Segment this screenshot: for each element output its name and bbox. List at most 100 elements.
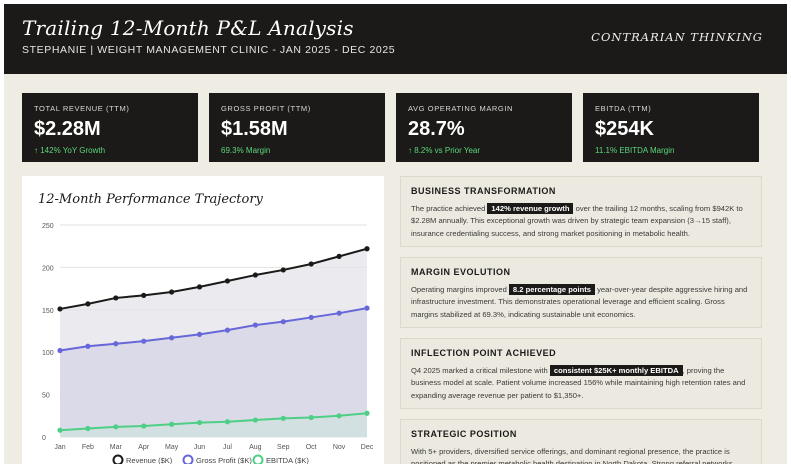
panel-text: , proving the business model at scale. P… (411, 366, 746, 400)
series-line (59, 307, 368, 352)
series-line (59, 412, 368, 432)
kpi-card-gross-profit: Gross Profit (TTM) $1.58M 69.3% Margin (209, 93, 385, 162)
y-tick-label: 50 (42, 393, 50, 400)
legend-label: EBITDA ($K) (266, 456, 309, 464)
x-tick-label: Jan (54, 444, 65, 451)
kpi-delta: 69.3% Margin (221, 146, 271, 155)
kpi-value: $254K (595, 118, 654, 140)
kpi-label: Total Revenue (TTM) (34, 104, 130, 113)
legend-label: Gross Profit ($K) (196, 456, 252, 464)
series-area (60, 413, 367, 437)
legend-marker (252, 454, 264, 464)
kpi-card-operating-margin: Avg Operating Margin 28.7% ↑ 8.2% vs Pri… (396, 93, 572, 162)
panel-text: The practice achieved (411, 204, 488, 213)
x-tick-label: Apr (138, 444, 150, 451)
kpi-label: Avg Operating Margin (408, 104, 514, 113)
x-tick-label: Oct (306, 444, 317, 451)
data-point (224, 278, 231, 284)
data-point (364, 246, 370, 252)
x-tick-label: Jul (223, 444, 232, 451)
y-tick-label: 250 (42, 223, 54, 230)
data-point (196, 331, 203, 337)
data-point (280, 415, 286, 421)
y-tick-label: 100 (42, 350, 54, 357)
data-point (57, 427, 63, 433)
data-point (308, 414, 314, 421)
data-point (85, 425, 91, 432)
panel-inflection-point: Inflection Point Achieved Q4 2025 marked… (400, 338, 762, 409)
x-tick-label: Jun (194, 444, 205, 451)
x-tick-label: Sep (277, 444, 290, 451)
kpi-card-total-revenue: Total Revenue (TTM) $2.28M ↑ 142% YoY Gr… (22, 93, 198, 162)
y-tick-label: 0 (42, 435, 46, 442)
data-point (336, 253, 342, 259)
kpi-value: 28.7% (408, 118, 465, 140)
data-point (308, 261, 314, 267)
panel-text: year-over-year despite aggressive hiring… (411, 285, 748, 319)
data-point (252, 272, 258, 278)
data-point (364, 305, 370, 311)
data-point (224, 419, 231, 425)
panel-title: Business Transformation (411, 186, 556, 196)
legend-label: Revenue ($K) (126, 456, 173, 464)
page-subtitle: STEPHANIE | WEIGHT MANAGEMENT CLINIC - J… (22, 44, 396, 56)
data-point (169, 335, 175, 341)
data-point (57, 306, 63, 312)
legend-marker (112, 454, 124, 464)
kpi-value: $2.28M (34, 118, 101, 140)
y-tick-label: 200 (42, 265, 54, 272)
data-point (336, 413, 342, 419)
data-point (224, 327, 231, 333)
data-point (169, 421, 175, 427)
panel-body: The practice achieved 142% revenue growt… (411, 203, 751, 240)
data-point (141, 292, 147, 298)
panel-strategic-position: Strategic Position With 5+ providers, di… (400, 419, 762, 464)
panel-text: over the trailing 12 months, scaling fro… (411, 204, 743, 238)
data-point (336, 310, 342, 316)
panel-title: Strategic Position (411, 429, 517, 439)
data-point (141, 338, 147, 344)
x-tick-label: Dec (361, 444, 374, 451)
data-point (85, 301, 91, 307)
x-tick-label: Feb (82, 444, 94, 451)
x-tick-label: Nov (333, 444, 346, 451)
panel-body: Operating margins improved 8.2 percentag… (411, 284, 751, 321)
kpi-card-ebitda: EBITDA (TTM) $254K 11.1% EBITDA Margin (583, 93, 759, 162)
data-point (252, 322, 258, 328)
data-point (252, 417, 258, 423)
performance-chart-card: 12-Month Performance Trajectory 0 50 100 15… (22, 176, 384, 464)
data-point (364, 410, 370, 416)
kpi-delta: ↑ 142% YoY Growth (34, 146, 106, 155)
panel-text: Operating margins improved (411, 285, 509, 294)
series-area (60, 308, 367, 437)
panel-highlight: 142% revenue growth (487, 203, 574, 214)
data-point (280, 319, 286, 325)
data-point (113, 424, 119, 430)
data-point (113, 295, 119, 301)
data-point (85, 343, 91, 349)
kpi-delta: ↑ 8.2% vs Prior Year (408, 146, 481, 155)
data-point (196, 419, 203, 426)
data-point (141, 423, 147, 429)
panel-body: Q4 2025 marked a critical milestone with… (411, 365, 751, 402)
chart-title: 12-Month Performance Trajectory (38, 192, 263, 207)
panel-highlight: consistent $25K+ monthly EBITDA (549, 365, 683, 376)
kpi-delta: 11.1% EBITDA Margin (595, 146, 675, 155)
x-tick-label: May (165, 444, 179, 451)
panel-title: Margin Evolution (411, 267, 511, 277)
panel-body: With 5+ providers, diversified service o… (411, 446, 751, 464)
data-point (308, 314, 314, 321)
panel-text: With 5+ providers, diversified service o… (411, 447, 733, 464)
kpi-label: Gross Profit (TTM) (221, 104, 311, 113)
panel-highlight: 8.2 percentage points (508, 284, 595, 295)
header-bar: Trailing 12-Month P&L Analysis STEPHANIE… (4, 4, 787, 74)
panel-title: Inflection Point Achieved (411, 348, 557, 358)
y-tick-label: 150 (42, 308, 54, 315)
data-point (280, 267, 286, 273)
data-point (57, 347, 63, 354)
panel-text: Q4 2025 marked a critical milestone with (411, 366, 550, 375)
dashboard: Trailing 12-Month P&L Analysis STEPHANIE… (4, 4, 787, 464)
kpi-value: $1.58M (221, 118, 288, 140)
data-point (196, 284, 203, 290)
series-line (59, 247, 368, 310)
